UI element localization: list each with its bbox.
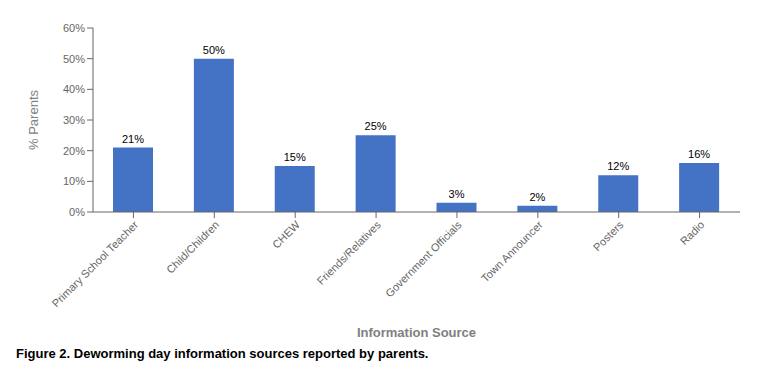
- svg-text:16%: 16%: [688, 148, 710, 160]
- svg-text:21%: 21%: [122, 133, 144, 145]
- svg-text:50%: 50%: [63, 53, 85, 65]
- svg-text:60%: 60%: [63, 22, 85, 34]
- svg-text:Primary School Teacher: Primary School Teacher: [49, 218, 140, 309]
- svg-text:20%: 20%: [63, 145, 85, 157]
- svg-text:Town Announcer: Town Announcer: [479, 218, 545, 284]
- svg-text:Government Officials: Government Officials: [383, 218, 464, 299]
- svg-text:Friends/Relatives: Friends/Relatives: [314, 218, 383, 287]
- svg-text:2%: 2%: [529, 191, 545, 203]
- svg-text:15%: 15%: [284, 151, 306, 163]
- svg-text:25%: 25%: [365, 120, 387, 132]
- svg-text:Information Source: Information Source: [357, 325, 476, 340]
- svg-text:3%: 3%: [449, 188, 465, 200]
- svg-text:% Parents: % Parents: [26, 90, 41, 150]
- svg-text:50%: 50%: [203, 44, 225, 56]
- svg-text:Posters: Posters: [591, 218, 626, 253]
- svg-text:0%: 0%: [69, 206, 85, 218]
- svg-text:12%: 12%: [607, 160, 629, 172]
- svg-text:CHEW: CHEW: [270, 218, 303, 251]
- svg-text:Radio: Radio: [678, 218, 707, 247]
- svg-text:Child/Children: Child/Children: [164, 218, 221, 275]
- svg-text:10%: 10%: [63, 175, 85, 187]
- svg-text:30%: 30%: [63, 114, 85, 126]
- html-text:Figure 2. Deworming day inform: Figure 2. Deworming day information sour…: [16, 346, 429, 361]
- svg-text:40%: 40%: [63, 83, 85, 95]
